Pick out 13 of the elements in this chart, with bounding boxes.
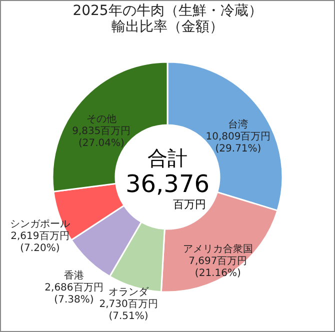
data-label: 7,697百万円(21.16%) <box>188 256 248 280</box>
slice-label: アメリカ合衆国 <box>182 243 253 256</box>
data-label: 2,619百万円(7.20%) <box>10 231 70 254</box>
chart-title: 2025年の牛肉（生鮮・冷蔵）輸出比率（金額） <box>72 3 262 35</box>
text: 合計 <box>148 146 188 170</box>
slice-label: 香港 <box>64 270 84 282</box>
text: 百万円 <box>173 198 206 211</box>
data-label: 10,809百万円(29.71%) <box>206 132 271 155</box>
data-label: 9,835百万円(27.04%) <box>72 126 131 149</box>
slice-label: 台湾 <box>228 118 248 131</box>
slice-label: オランダ <box>108 286 150 298</box>
slice-label: その他 <box>86 112 116 125</box>
text: 36,376 <box>126 170 210 198</box>
